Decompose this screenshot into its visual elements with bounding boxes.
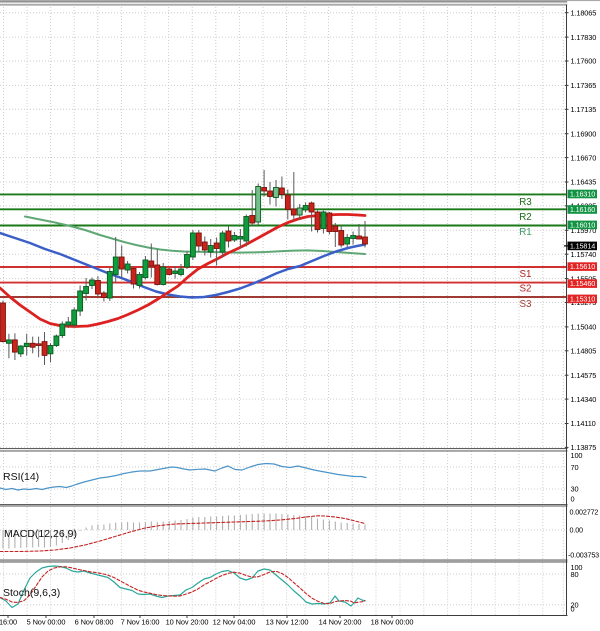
svg-text:5 Nov 00:00: 5 Nov 00:00 [27,618,66,627]
svg-text:1.17365: 1.17365 [571,81,597,90]
svg-text:70: 70 [571,463,579,472]
svg-text:Stoch(9,6,3): Stoch(9,6,3) [3,587,60,599]
svg-text:1.15610: 1.15610 [570,262,595,271]
svg-text:80: 80 [571,570,579,579]
svg-text:S1: S1 [520,269,532,280]
svg-text:1.17135: 1.17135 [571,105,597,114]
svg-text:1.15040: 1.15040 [571,323,597,332]
svg-text:R1: R1 [519,227,532,238]
svg-text:1.16310: 1.16310 [570,190,595,199]
svg-text:1.13875: 1.13875 [571,443,597,452]
svg-text:1.16900: 1.16900 [571,129,597,138]
svg-text:1.16160: 1.16160 [570,205,595,214]
svg-text:0: 0 [571,605,575,614]
svg-text:1.18065: 1.18065 [571,8,597,17]
svg-text:1.17600: 1.17600 [571,57,597,66]
svg-text:0: 0 [571,495,575,504]
svg-text:R2: R2 [519,212,532,223]
svg-text:1.15970: 1.15970 [571,226,597,235]
svg-text:14 Nov 20:00: 14 Nov 20:00 [319,618,362,627]
svg-text:1.15814: 1.15814 [570,242,595,251]
svg-text:10 Nov 20:00: 10 Nov 20:00 [166,618,209,627]
svg-text:S3: S3 [520,299,533,310]
svg-text:100: 100 [571,451,583,460]
svg-text:1.14805: 1.14805 [571,347,597,356]
svg-text:1.16670: 1.16670 [571,153,597,162]
svg-text:6 Nov 08:00: 6 Nov 08:00 [75,618,114,627]
svg-text:16:00: 16:00 [0,618,17,627]
svg-text:7 Nov 16:00: 7 Nov 16:00 [121,618,160,627]
svg-text:RSI(14): RSI(14) [3,471,39,483]
svg-text:1.14110: 1.14110 [571,419,596,428]
svg-text:1.16010: 1.16010 [570,221,595,230]
svg-text:30: 30 [571,485,579,494]
svg-text:1.15740: 1.15740 [571,250,597,259]
svg-text:20: 20 [571,601,579,610]
svg-text:MACD(12,26,9): MACD(12,26,9) [4,528,77,540]
svg-text:1.14340: 1.14340 [571,395,597,404]
svg-text:-0.003753: -0.003753 [568,551,599,560]
svg-text:1.16435: 1.16435 [571,178,597,187]
svg-text:R3: R3 [519,197,532,208]
svg-text:1.14575: 1.14575 [571,371,597,380]
svg-text:1.15505: 1.15505 [571,274,597,283]
svg-text:1.15310: 1.15310 [570,295,595,304]
svg-text:0.002772: 0.002772 [570,507,599,516]
svg-text:12 Nov 04:00: 12 Nov 04:00 [213,618,256,627]
svg-text:100: 100 [571,563,583,572]
svg-text:S2: S2 [520,284,532,295]
svg-text:0.00: 0.00 [570,526,584,535]
svg-text:18 Nov 00:00: 18 Nov 00:00 [371,618,414,627]
svg-text:1.15460: 1.15460 [570,279,595,288]
svg-text:13 Nov 12:00: 13 Nov 12:00 [266,618,309,627]
svg-text:1.17830: 1.17830 [571,33,597,42]
